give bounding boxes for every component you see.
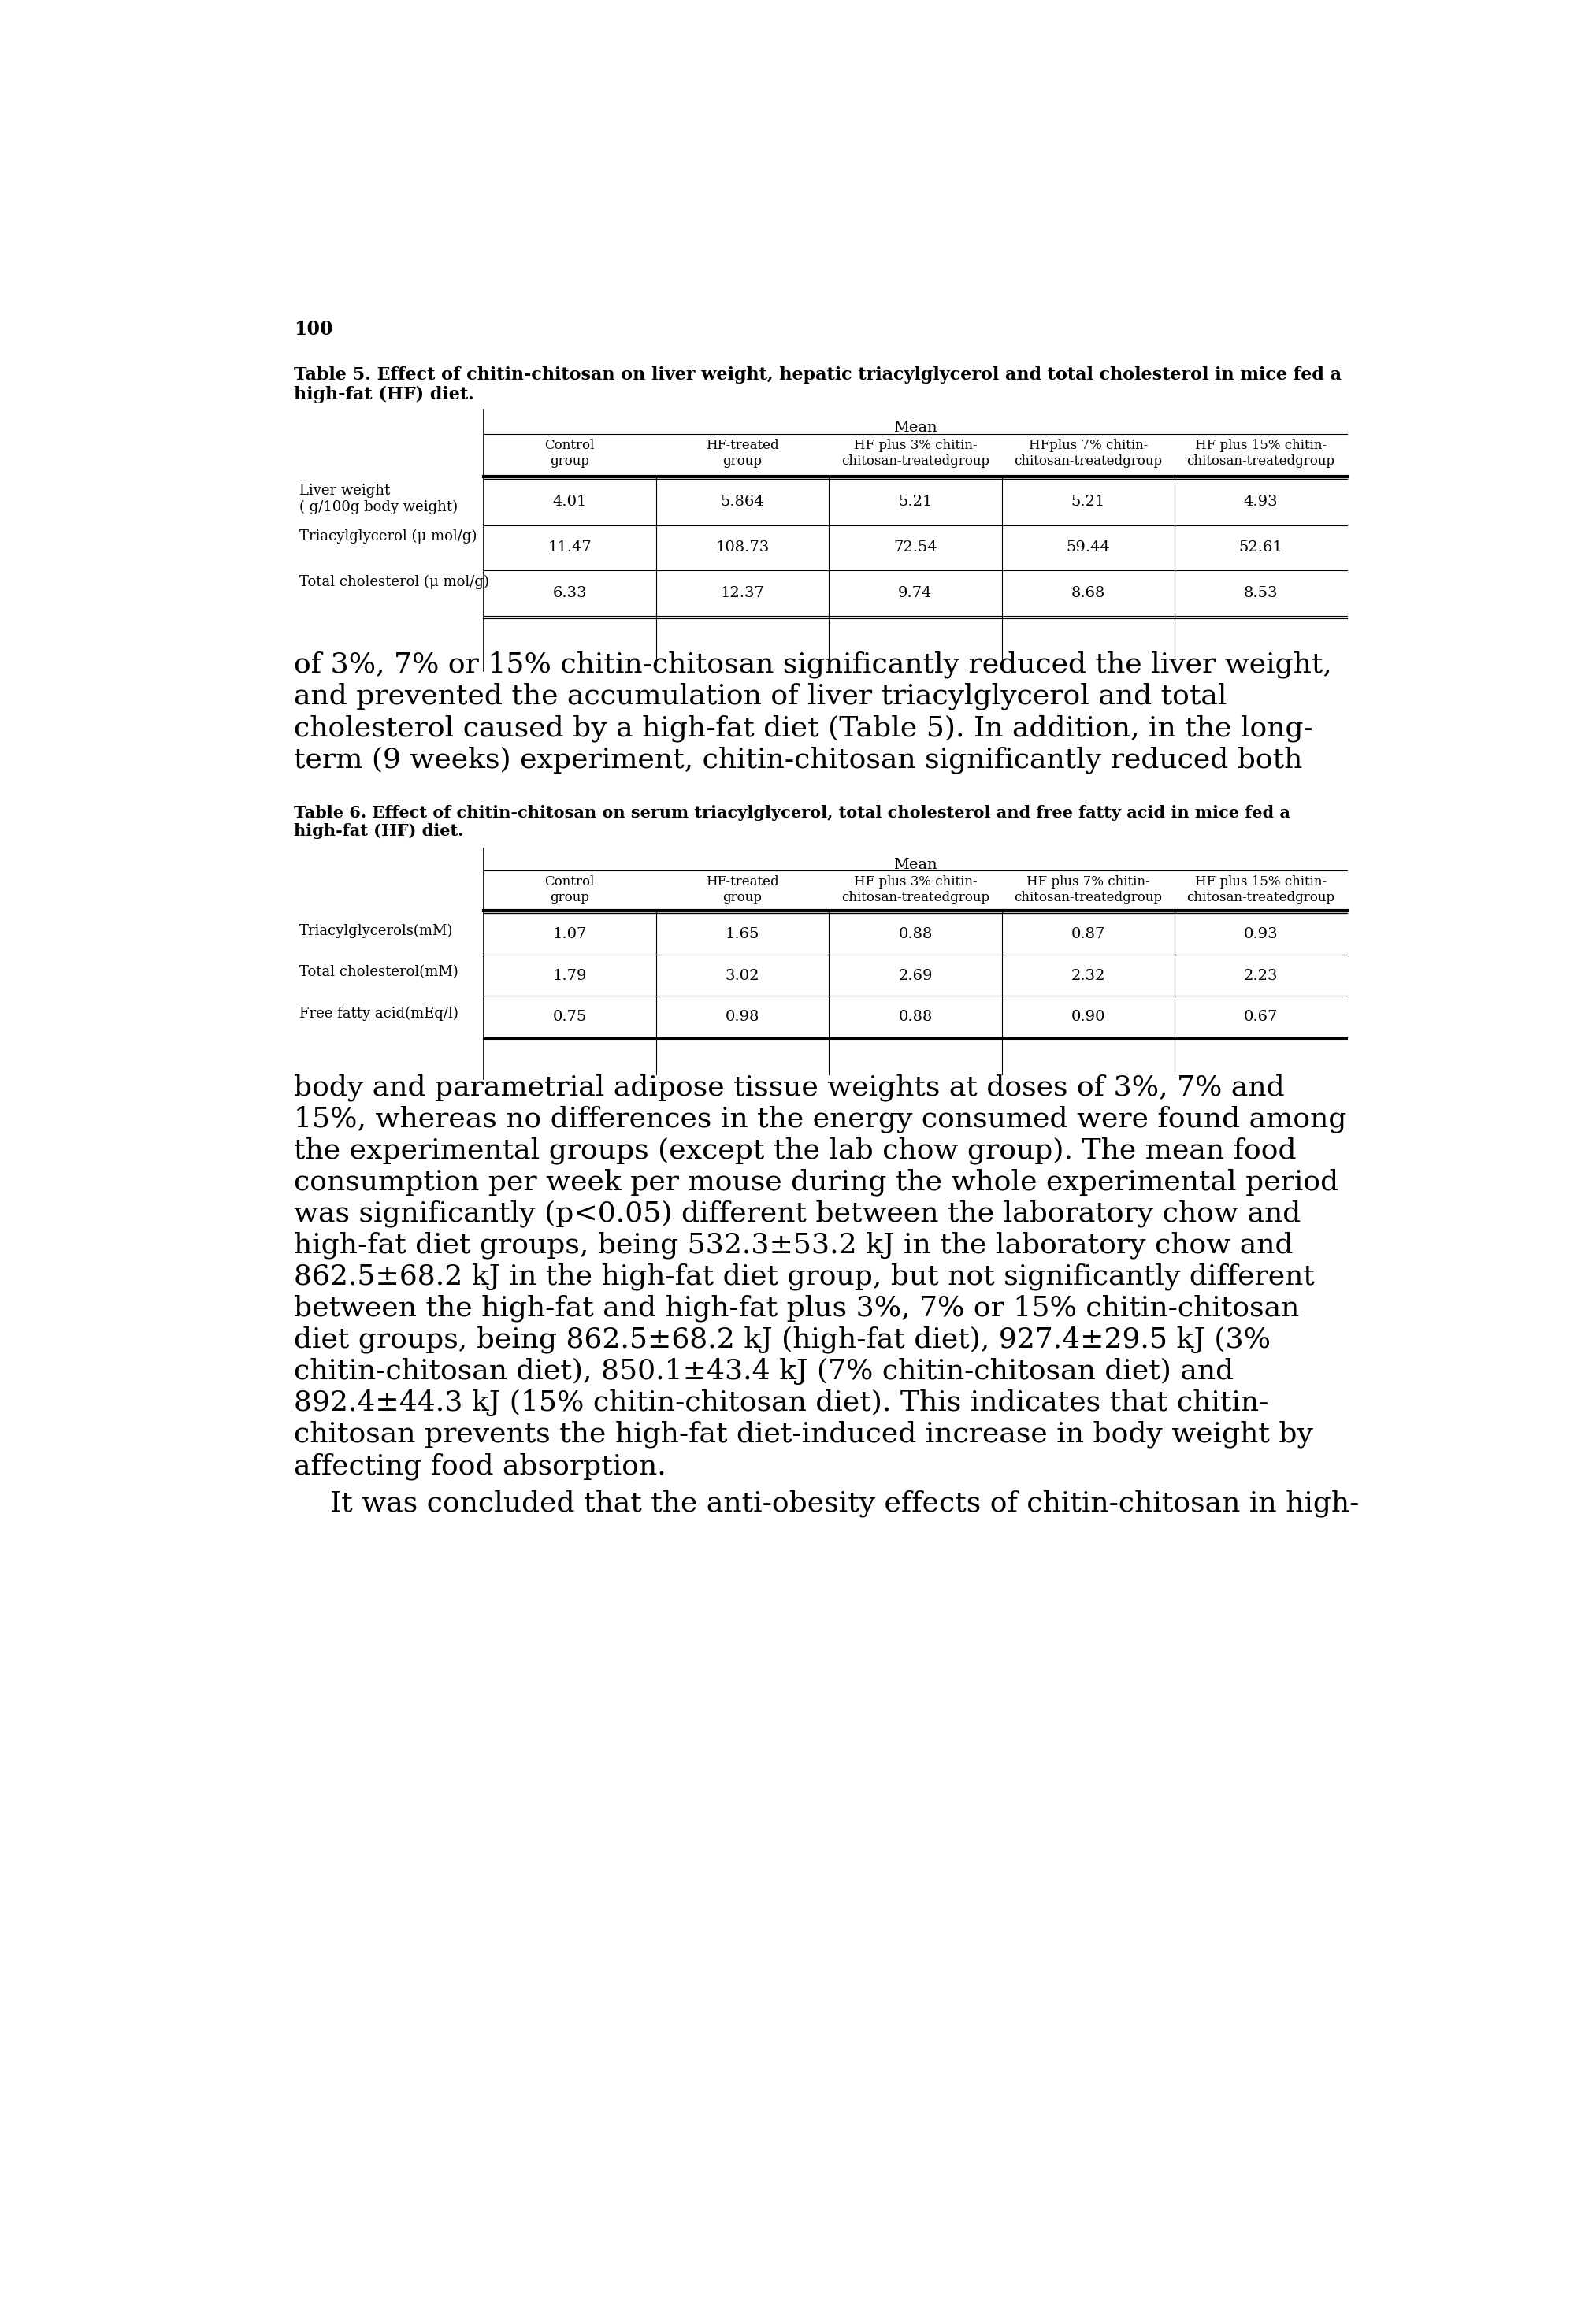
Text: high-fat diet groups, being 532.3±53.2 kJ in the laboratory chow and: high-fat diet groups, being 532.3±53.2 k… bbox=[294, 1233, 1293, 1258]
Text: HF-treated
group: HF-treated group bbox=[705, 440, 779, 468]
Text: 52.61: 52.61 bbox=[1238, 541, 1283, 555]
Text: HF-treated
group: HF-treated group bbox=[705, 876, 779, 903]
Text: chitin-chitosan diet), 850.1±43.4 kJ (7% chitin-chitosan diet) and: chitin-chitosan diet), 850.1±43.4 kJ (7%… bbox=[294, 1357, 1234, 1385]
Text: 100: 100 bbox=[294, 320, 334, 339]
Text: 0.90: 0.90 bbox=[1071, 1009, 1106, 1023]
Text: 4.01: 4.01 bbox=[552, 495, 587, 509]
Text: Total cholesterol(mM): Total cholesterol(mM) bbox=[298, 965, 458, 979]
Text: HF plus 15% chitin-
chitosan-treatedgroup: HF plus 15% chitin- chitosan-treatedgrou… bbox=[1187, 440, 1334, 468]
Text: 5.21: 5.21 bbox=[899, 495, 932, 509]
Text: 0.87: 0.87 bbox=[1071, 926, 1104, 942]
Text: 5.864: 5.864 bbox=[720, 495, 764, 509]
Text: 892.4±44.3 kJ (15% chitin-chitosan diet). This indicates that chitin-: 892.4±44.3 kJ (15% chitin-chitosan diet)… bbox=[294, 1389, 1269, 1417]
Text: of 3%, 7% or 15% chitin-chitosan significantly reduced the liver weight,: of 3%, 7% or 15% chitin-chitosan signifi… bbox=[294, 652, 1333, 677]
Text: HF plus 15% chitin-
chitosan-treatedgroup: HF plus 15% chitin- chitosan-treatedgrou… bbox=[1187, 876, 1334, 903]
Text: 108.73: 108.73 bbox=[715, 541, 769, 555]
Text: and prevented the accumulation of liver triacylglycerol and total: and prevented the accumulation of liver … bbox=[294, 682, 1227, 710]
Text: Mean: Mean bbox=[894, 422, 937, 435]
Text: 1.65: 1.65 bbox=[726, 926, 760, 942]
Text: 2.69: 2.69 bbox=[899, 968, 932, 984]
Text: 15%, whereas no differences in the energy consumed were found among: 15%, whereas no differences in the energ… bbox=[294, 1106, 1347, 1134]
Text: 0.98: 0.98 bbox=[726, 1009, 760, 1023]
Text: the experimental groups (except the lab chow group). The mean food: the experimental groups (except the lab … bbox=[294, 1138, 1296, 1164]
Text: term (9 weeks) experiment, chitin-chitosan significantly reduced both: term (9 weeks) experiment, chitin-chitos… bbox=[294, 746, 1302, 774]
Text: 6.33: 6.33 bbox=[552, 585, 587, 599]
Text: 11.47: 11.47 bbox=[547, 541, 592, 555]
Text: 0.75: 0.75 bbox=[552, 1009, 587, 1023]
Text: Table 6. Effect of chitin-chitosan on serum triacylglycerol, total cholesterol a: Table 6. Effect of chitin-chitosan on se… bbox=[294, 804, 1291, 820]
Text: HF plus 7% chitin-
chitosan-treatedgroup: HF plus 7% chitin- chitosan-treatedgroup bbox=[1013, 876, 1162, 903]
Text: 2.32: 2.32 bbox=[1071, 968, 1106, 984]
Text: HF plus 3% chitin-
chitosan-treatedgroup: HF plus 3% chitin- chitosan-treatedgroup bbox=[841, 440, 990, 468]
Text: affecting food absorption.: affecting food absorption. bbox=[294, 1452, 667, 1479]
Text: Triacylglycerol (μ mol/g): Triacylglycerol (μ mol/g) bbox=[298, 530, 477, 544]
Text: 2.23: 2.23 bbox=[1243, 968, 1278, 984]
Text: Mean: Mean bbox=[894, 857, 937, 873]
Text: 8.53: 8.53 bbox=[1243, 585, 1278, 599]
Text: was significantly (p<0.05) different between the laboratory chow and: was significantly (p<0.05) different bet… bbox=[294, 1200, 1301, 1228]
Text: It was concluded that the anti-obesity effects of chitin-chitosan in high-: It was concluded that the anti-obesity e… bbox=[294, 1491, 1360, 1518]
Text: consumption per week per mouse during the whole experimental period: consumption per week per mouse during th… bbox=[294, 1168, 1339, 1196]
Text: Total cholesterol (μ mol/g): Total cholesterol (μ mol/g) bbox=[298, 576, 488, 590]
Text: 0.93: 0.93 bbox=[1243, 926, 1278, 942]
Text: chitosan prevents the high-fat diet-induced increase in body weight by: chitosan prevents the high-fat diet-indu… bbox=[294, 1422, 1314, 1449]
Text: 3.02: 3.02 bbox=[726, 968, 760, 984]
Text: HF plus 3% chitin-
chitosan-treatedgroup: HF plus 3% chitin- chitosan-treatedgroup bbox=[841, 876, 990, 903]
Text: Control
group: Control group bbox=[544, 440, 595, 468]
Text: high-fat (HF) diet.: high-fat (HF) diet. bbox=[294, 823, 464, 839]
Text: HFplus 7% chitin-
chitosan-treatedgroup: HFplus 7% chitin- chitosan-treatedgroup bbox=[1013, 440, 1162, 468]
Text: 72.54: 72.54 bbox=[894, 541, 937, 555]
Text: between the high-fat and high-fat plus 3%, 7% or 15% chitin-chitosan: between the high-fat and high-fat plus 3… bbox=[294, 1295, 1299, 1322]
Text: 0.88: 0.88 bbox=[899, 926, 932, 942]
Text: 0.67: 0.67 bbox=[1243, 1009, 1278, 1023]
Text: Control
group: Control group bbox=[544, 876, 595, 903]
Text: 9.74: 9.74 bbox=[899, 585, 932, 599]
Text: diet groups, being 862.5±68.2 kJ (high-fat diet), 927.4±29.5 kJ (3%: diet groups, being 862.5±68.2 kJ (high-f… bbox=[294, 1327, 1270, 1352]
Text: 1.07: 1.07 bbox=[552, 926, 587, 942]
Text: 1.79: 1.79 bbox=[552, 968, 587, 984]
Text: Table 5. Effect of chitin-chitosan on liver weight, hepatic triacylglycerol and : Table 5. Effect of chitin-chitosan on li… bbox=[294, 366, 1342, 382]
Text: 8.68: 8.68 bbox=[1071, 585, 1104, 599]
Text: 4.93: 4.93 bbox=[1243, 495, 1278, 509]
Text: high-fat (HF) diet.: high-fat (HF) diet. bbox=[294, 385, 474, 403]
Text: 0.88: 0.88 bbox=[899, 1009, 932, 1023]
Text: 5.21: 5.21 bbox=[1071, 495, 1104, 509]
Text: Free fatty acid(mEq/l): Free fatty acid(mEq/l) bbox=[298, 1007, 458, 1021]
Text: cholesterol caused by a high-fat diet (Table 5). In addition, in the long-: cholesterol caused by a high-fat diet (T… bbox=[294, 714, 1314, 742]
Text: 59.44: 59.44 bbox=[1066, 541, 1111, 555]
Text: 862.5±68.2 kJ in the high-fat diet group, but not significantly different: 862.5±68.2 kJ in the high-fat diet group… bbox=[294, 1263, 1315, 1290]
Text: body and parametrial adipose tissue weights at doses of 3%, 7% and: body and parametrial adipose tissue weig… bbox=[294, 1074, 1285, 1101]
Text: Liver weight
( g/100g body weight): Liver weight ( g/100g body weight) bbox=[298, 484, 458, 514]
Text: 12.37: 12.37 bbox=[720, 585, 764, 599]
Text: Triacylglycerols(mM): Triacylglycerols(mM) bbox=[298, 924, 453, 938]
